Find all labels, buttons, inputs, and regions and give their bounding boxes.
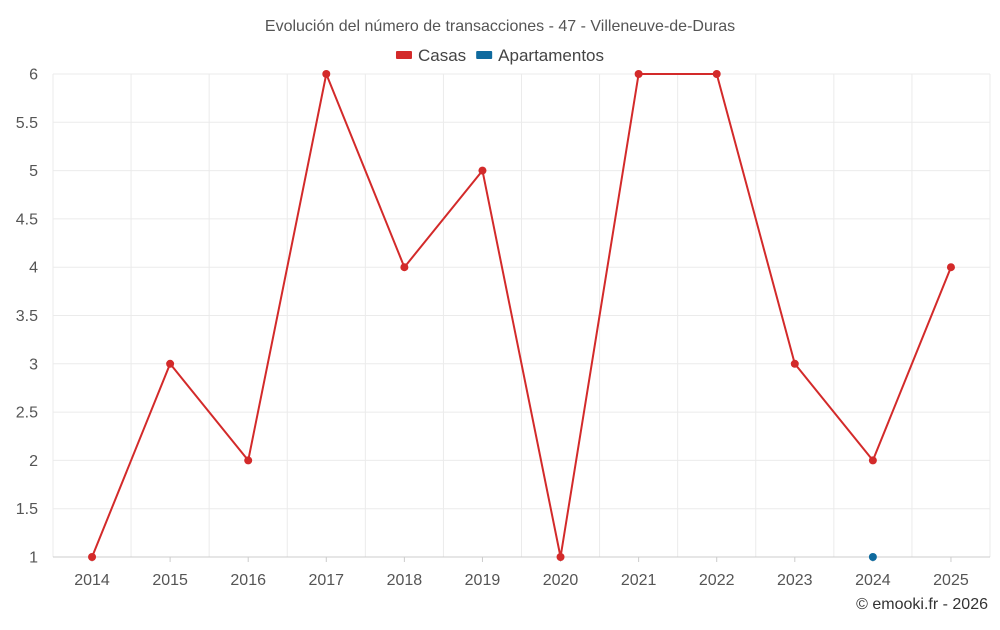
y-tick-label: 2 (29, 453, 38, 470)
x-tick-label: 2014 (74, 572, 110, 589)
y-axis: 1 1.5 2 2.5 3 3.5 4 4.5 5 5.5 6 (16, 67, 38, 567)
x-tick-label: 2025 (933, 572, 969, 589)
data-points (88, 70, 955, 561)
series-lines (91, 73, 952, 558)
series-line-casas (91, 73, 952, 558)
x-tick-label: 2016 (230, 572, 266, 589)
data-point[interactable] (244, 456, 253, 465)
y-tick-label: 6 (29, 67, 38, 84)
data-point[interactable] (556, 553, 565, 561)
x-tick-label: 2018 (387, 572, 423, 589)
data-point[interactable] (400, 263, 409, 272)
data-point[interactable] (868, 456, 877, 465)
x-tick-label: 2020 (543, 572, 579, 589)
data-point[interactable] (478, 166, 487, 175)
x-tick-label: 2019 (465, 572, 501, 589)
x-tick-label: 2017 (308, 572, 344, 589)
legend-item-apartamentos[interactable]: Apartamentos (476, 46, 604, 65)
data-point[interactable] (790, 359, 799, 368)
y-tick-label: 3 (29, 356, 38, 373)
y-tick-label: 4 (29, 260, 38, 277)
y-tick-label: 1.5 (16, 501, 38, 518)
legend-label: Casas (418, 46, 466, 65)
x-tick-label: 2023 (777, 572, 813, 589)
x-tick-label: 2022 (699, 572, 735, 589)
x-tick-label: 2021 (621, 572, 657, 589)
grid-lines (52, 73, 991, 558)
y-tick-label: 2.5 (16, 405, 38, 422)
y-tick-label: 3.5 (16, 308, 38, 325)
x-tick-label: 2024 (855, 572, 891, 589)
data-point[interactable] (634, 70, 643, 78)
legend[interactable]: Casas Apartamentos (395, 46, 604, 65)
y-tick-label: 1 (29, 550, 38, 567)
chart-title: Evolución del número de transacciones - … (265, 18, 735, 35)
x-axis: 2014 2015 2016 2017 2018 2019 2020 2021 2022 2023… (74, 557, 969, 589)
data-point[interactable] (712, 70, 721, 78)
legend-label: Apartamentos (498, 46, 604, 65)
y-tick-label: 5.5 (16, 115, 38, 132)
y-tick-label: 4.5 (16, 211, 38, 228)
footer-credit: © emooki.fr - 2026 (856, 596, 988, 613)
data-point[interactable] (946, 263, 955, 272)
legend-swatch (395, 51, 412, 59)
legend-swatch (476, 51, 493, 59)
data-point[interactable] (88, 553, 97, 561)
legend-item-casas[interactable]: Casas (395, 46, 466, 65)
x-tick-label: 2015 (152, 572, 188, 589)
data-point[interactable] (166, 359, 175, 368)
y-tick-label: 5 (29, 163, 38, 180)
data-point[interactable] (868, 553, 877, 561)
data-point[interactable] (322, 70, 331, 78)
